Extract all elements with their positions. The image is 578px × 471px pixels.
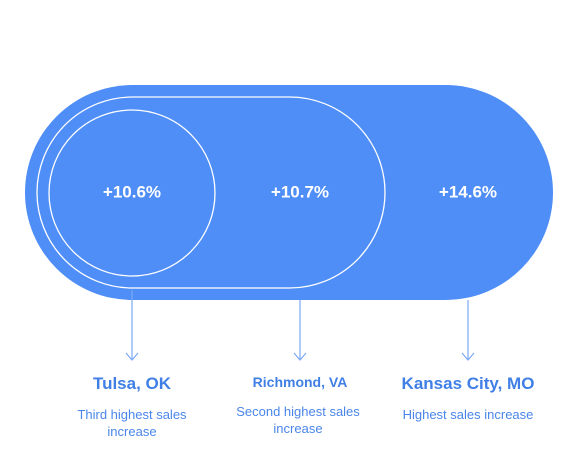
inner-pill	[36, 96, 386, 289]
arrow-head	[293, 352, 307, 361]
value-label: +10.7%	[271, 182, 329, 201]
description: Highest sales increase	[402, 407, 534, 422]
arrows	[125, 290, 475, 361]
city-label: Richmond, VA	[252, 374, 348, 390]
description: Second highest sales increase	[236, 404, 360, 436]
inner-circle	[48, 109, 216, 277]
value-label: +14.6%	[439, 182, 497, 201]
city-label: Kansas City, MO	[401, 374, 535, 393]
value-label: +10.6%	[103, 182, 161, 201]
description: Third highest sales increase	[77, 407, 187, 439]
city-label: Tulsa, OK	[92, 374, 172, 393]
outer-pill	[25, 85, 553, 300]
arrow-head	[125, 352, 139, 361]
arrow-head	[461, 352, 475, 361]
